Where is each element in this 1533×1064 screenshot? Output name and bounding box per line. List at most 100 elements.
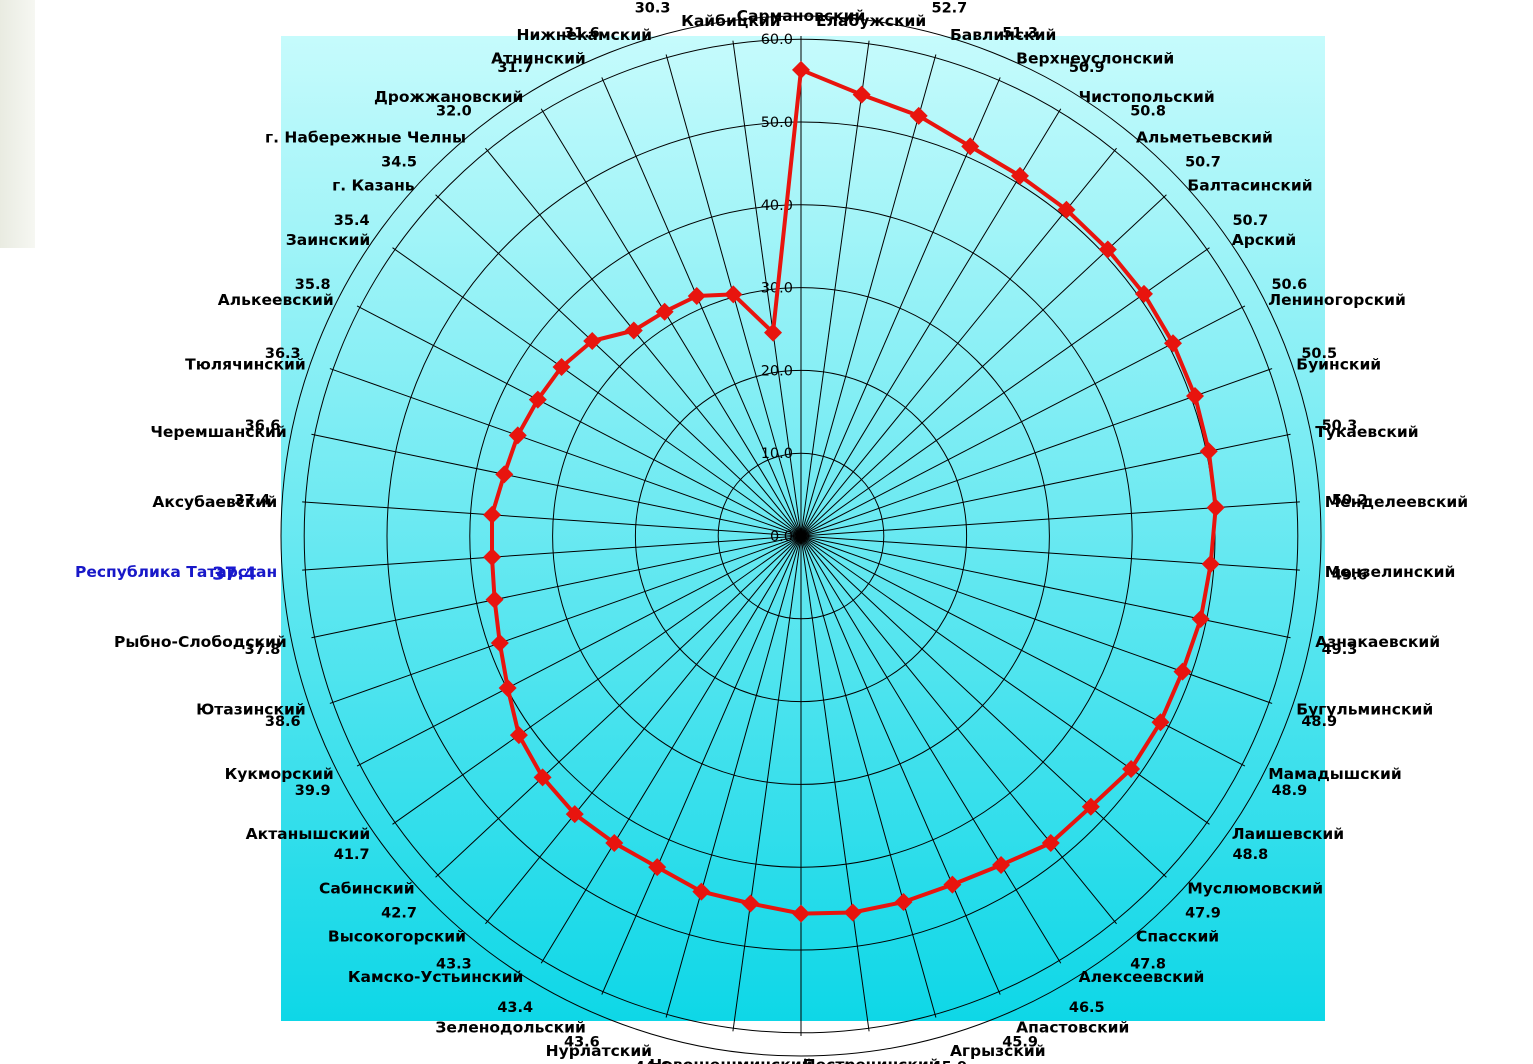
data-marker: [1151, 713, 1170, 732]
value-label: 42.7: [381, 905, 417, 921]
data-marker: [1191, 610, 1210, 629]
value-label: 48.9: [1301, 714, 1337, 730]
value-labels: 56.353.852.751.350.950.850.750.750.650.5…: [212, 0, 1368, 1064]
category-label: Альметьевский: [1136, 129, 1273, 147]
value-label: 48.9: [1271, 783, 1307, 799]
data-marker: [533, 768, 552, 787]
data-marker: [1185, 386, 1204, 405]
category-label: Тетюшский: [749, 1061, 852, 1064]
grid-spoke: [392, 535, 802, 825]
grid-spoke: [356, 535, 802, 767]
category-label: Спасский: [1136, 927, 1219, 945]
category-label: Черемшанский: [150, 423, 286, 441]
data-marker: [1122, 760, 1141, 779]
grid-spoke: [485, 535, 802, 925]
grid-spoke: [329, 368, 802, 537]
decorative-side-bar: [0, 0, 35, 248]
category-label: Кайбицкий: [681, 12, 780, 30]
grid-spoke: [800, 535, 1167, 878]
value-label: 50.6: [1271, 277, 1307, 293]
value-label: 39.9: [295, 783, 331, 799]
radar-grid: [280, 15, 1322, 1057]
data-marker: [648, 858, 667, 877]
data-marker: [1201, 555, 1220, 574]
grid-spoke: [601, 77, 802, 537]
value-label: 50.9: [1069, 60, 1105, 76]
value-label: 51.3: [1002, 26, 1038, 42]
category-label: Дрожжановский: [374, 88, 523, 106]
category-label: Алькеевский: [218, 291, 334, 309]
category-label: г. Казань: [332, 176, 415, 194]
data-marker: [1057, 200, 1076, 219]
category-label: Мензелинский: [1325, 563, 1456, 581]
value-label: 24.8: [708, 0, 744, 1]
grid-spoke: [311, 535, 802, 639]
category-label: Лениногорский: [1268, 291, 1406, 309]
value-label: 31.6: [564, 26, 600, 42]
data-marker: [1206, 498, 1225, 517]
category-label: Муслюмовский: [1187, 880, 1323, 898]
category-label: Верхнеуслонский: [1016, 50, 1174, 68]
category-label: Кукморский: [225, 765, 334, 783]
data-marker: [509, 726, 528, 745]
data-marker: [909, 106, 928, 125]
data-marker: [624, 321, 643, 340]
grid-spoke: [392, 247, 802, 537]
value-label: 41.7: [334, 847, 370, 863]
data-marker: [1010, 166, 1029, 185]
data-marker: [1199, 442, 1218, 461]
data-marker: [490, 634, 509, 653]
value-label: 37.8: [245, 642, 281, 658]
grid-spoke: [800, 535, 1062, 964]
category-label: Ютазинский: [196, 700, 306, 718]
value-label: 37.4: [212, 564, 256, 585]
grid-spoke: [800, 535, 1210, 825]
value-label: 37.4: [234, 492, 270, 508]
grid-spoke: [800, 535, 1291, 639]
data-marker: [1081, 797, 1100, 816]
data-marker: [552, 357, 571, 376]
data-marker: [894, 892, 913, 911]
value-label: 49.3: [1322, 642, 1358, 658]
category-label: Чистопольский: [1079, 88, 1215, 106]
r-tick-label: 10.0: [761, 446, 793, 462]
value-label: 52.7: [931, 0, 967, 16]
data-marker: [483, 505, 502, 524]
grid-spoke: [302, 535, 802, 571]
grid-spoke: [435, 194, 802, 537]
category-label: Алексеевский: [1079, 968, 1205, 986]
data-marker: [1173, 662, 1192, 681]
category-label: Сабинский: [319, 880, 415, 898]
data-marker: [485, 590, 504, 609]
value-label: 46.5: [1069, 1000, 1105, 1016]
category-label: Аксубаевский: [152, 493, 277, 511]
category-label: Высокогорский: [328, 927, 466, 945]
grid-spoke: [800, 535, 1001, 995]
category-label: Бугульминский: [1296, 700, 1433, 718]
value-label: 50.5: [1301, 346, 1337, 362]
category-label: Тюлячинский: [185, 356, 306, 374]
value-label: 31.7: [497, 60, 533, 76]
value-label: 50.8: [1130, 103, 1166, 119]
category-label: Нурлатский: [546, 1042, 652, 1060]
value-label: 50.7: [1232, 213, 1268, 229]
grid-ring-outer: [280, 15, 1322, 1057]
category-label: Тукаевский: [1315, 423, 1418, 441]
category-label: Сармановский: [737, 7, 866, 25]
value-label: 43.4: [497, 1000, 533, 1016]
value-label: 36.3: [265, 346, 301, 362]
data-marker: [1134, 284, 1153, 303]
grid-spoke: [601, 535, 802, 995]
data-series: [483, 60, 1225, 923]
category-label: Заинский: [286, 231, 370, 249]
category-label: Бавлинский: [950, 26, 1056, 44]
r-tick-label: 50.0: [761, 115, 793, 131]
data-marker: [583, 332, 602, 351]
grid-spoke: [800, 535, 937, 1018]
grid-spoke: [435, 535, 802, 878]
data-marker: [605, 834, 624, 853]
data-marker: [483, 548, 502, 567]
value-label: 48.8: [1232, 847, 1268, 863]
data-marker: [495, 465, 514, 484]
